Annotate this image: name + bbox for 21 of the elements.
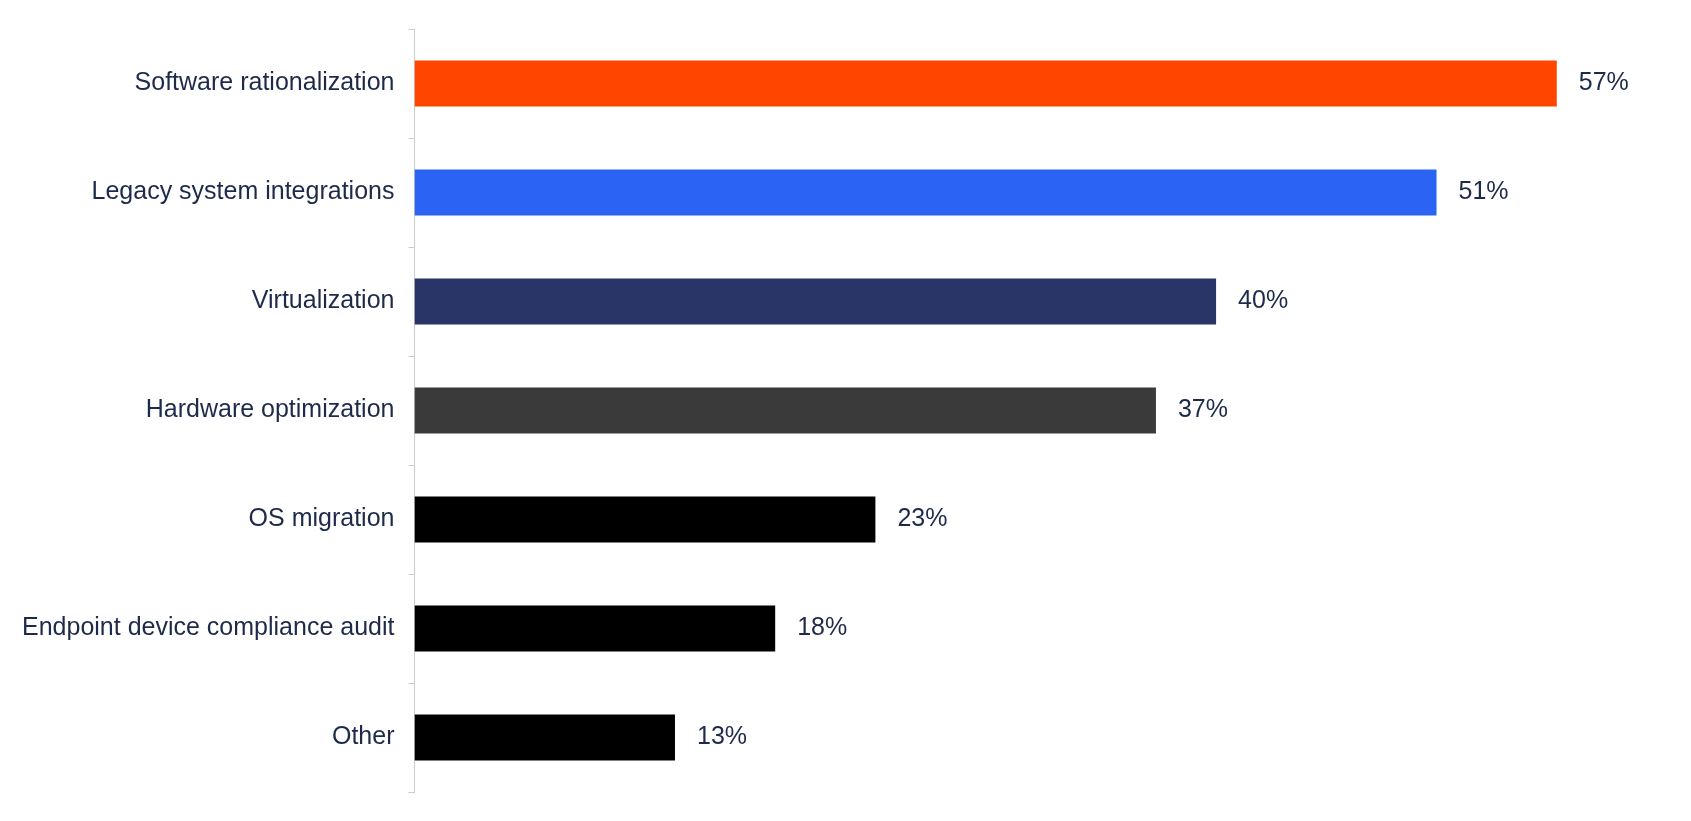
data-label: 23% [897,503,948,532]
data-label: 37% [1177,394,1229,423]
data-label: 57% [1578,67,1629,96]
data-label: 51% [1458,176,1509,205]
y-tick-label: Software rationalization [134,67,395,96]
bar [414,387,1156,434]
y-tick-label: Endpoint device compliance audit [21,612,395,641]
bar [414,714,675,761]
data-label: 18% [797,612,848,641]
data-label: 40% [1238,285,1289,314]
y-tick-label: Hardware optimization [145,394,395,423]
y-tick-label: Other [331,721,395,750]
bar [414,60,1557,107]
y-tick-label: Virtualization [251,285,395,314]
y-tick-label: Legacy system integrations [91,176,395,205]
bar [414,169,1437,216]
bar [414,496,876,543]
y-tick-label: OS migration [248,503,395,532]
bar [414,605,776,652]
bar [414,278,1217,325]
data-label: 13% [696,721,748,750]
